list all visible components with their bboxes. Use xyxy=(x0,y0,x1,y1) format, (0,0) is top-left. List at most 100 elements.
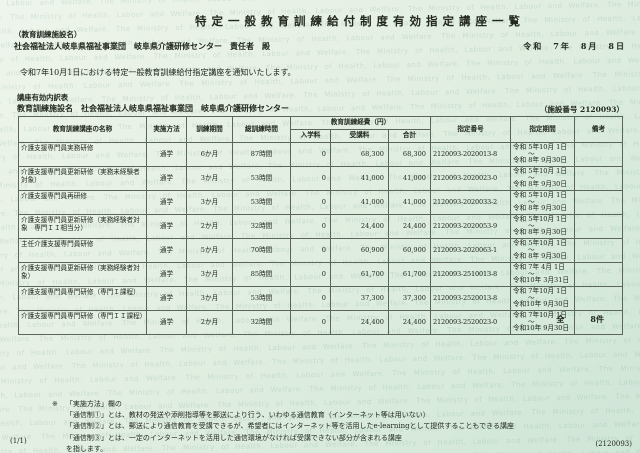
facility-number: （施設番号 2120093） xyxy=(539,105,624,114)
course-name-cell: 介護支援専門員専門研修（専門ＩＩ課程） xyxy=(18,310,147,335)
training-period-cell: 2か月 xyxy=(186,310,233,335)
table-row: 介護支援専門員再研修 通学 3か月 53時間 0 41,000 41,000 2… xyxy=(18,190,623,215)
footnote-line: 「通信制①」とは、教材の発送や添削指導等を郵送により行う、いわゆる通信教育（イン… xyxy=(65,411,430,420)
total-fee-cell: 24,400 xyxy=(388,214,431,239)
remarks-cell xyxy=(574,190,623,215)
course-table: 教育訓練講座の名称 実施方法 訓練期間 総訓練時間 教育訓練経費（円） 指定番号… xyxy=(18,116,623,335)
period-end: 令和 8年 9月30日 xyxy=(513,180,567,189)
entrance-fee-cell: 0 xyxy=(290,166,331,191)
course-name-cell: 介護支援専門員専門研修（専門Ｉ課程） xyxy=(18,286,147,311)
footnote-line: を指します。 xyxy=(65,444,108,453)
period-end: 令和 8年 9月30日 xyxy=(513,204,567,213)
header-remarks: 備考 xyxy=(574,116,623,143)
total-fee-cell: 24,400 xyxy=(388,310,431,335)
course-name-cell: 介護支援専門員更新研修（実務未経験者対象） xyxy=(18,166,147,191)
remarks-cell xyxy=(574,286,623,311)
period-tilde: ～ xyxy=(528,317,535,326)
period-end: 令和10年 3月31日 xyxy=(513,276,570,285)
course-table-body: 介護支援専門員実務研修 通学 6か月 87時間 0 68,300 68,300 … xyxy=(18,142,623,335)
table-row: 介護支援専門員専門研修（専門ＩＩ課程） 通学 2か月 32時間 0 24,400… xyxy=(18,310,623,335)
addressee-line: 社会福祉法人岐阜県福祉事業団 岐阜県介護研修センター 責任者 殿 xyxy=(14,41,270,51)
period-start: 令和 5年10月 1日 xyxy=(513,239,567,248)
table-row: 介護支援専門員更新研修（実務未経験者対象） 通学 3か月 53時間 0 41,0… xyxy=(18,166,623,191)
header-designation-no: 指定番号 xyxy=(430,116,511,143)
remarks-cell xyxy=(574,238,623,263)
training-hours-cell: 85時間 xyxy=(232,262,291,287)
total-fee-cell: 41,000 xyxy=(388,166,431,191)
course-name-cell: 主任介護支援専門員研修 xyxy=(18,238,147,263)
total-fee-cell: 61,700 xyxy=(388,262,431,287)
period-tilde: ～ xyxy=(528,173,535,182)
method-cell: 通学 xyxy=(146,238,187,263)
tuition-cell: 24,400 xyxy=(330,310,389,335)
period-end: 令和 8年 9月30日 xyxy=(513,228,567,237)
course-name-cell: 介護支援専門員実務研修 xyxy=(18,142,147,167)
method-cell: 通学 xyxy=(146,142,187,167)
training-period-cell: 6か月 xyxy=(186,142,233,167)
remarks-cell xyxy=(574,214,623,239)
remarks-cell xyxy=(574,262,623,287)
footnote-line: 「実施方法」欄の xyxy=(65,400,122,408)
period-tilde: ～ xyxy=(528,269,535,278)
course-name-cell: 介護支援専門員更新研修（実務経験者対象） xyxy=(18,262,147,287)
designation-period-cell: 令和 5年10月 1日 ～ 令和 8年 9月30日 xyxy=(510,142,575,167)
designation-number-cell: 2120093-2020013-8 xyxy=(430,142,511,167)
training-period-cell: 5か月 xyxy=(186,238,233,263)
training-period-cell: 3か月 xyxy=(186,190,233,215)
header-tuition: 受講料 xyxy=(330,129,389,143)
period-tilde: ～ xyxy=(528,197,535,206)
method-cell: 通学 xyxy=(146,190,187,215)
designation-period-cell: 令和 5年10月 1日 ～ 令和 8年 9月30日 xyxy=(510,238,575,263)
header-method: 実施方法 xyxy=(146,116,187,143)
notice-text: 令和7年10月1日における特定一般教育訓練給付指定講座を通知いたします。 xyxy=(20,68,296,77)
total-count-label: 全 xyxy=(556,314,565,324)
designation-number-cell: 2120093-2020063-1 xyxy=(430,238,511,263)
header-period: 訓練期間 xyxy=(186,116,233,143)
period-end: 令和10年 9月30日 xyxy=(513,324,570,333)
total-fee-cell: 37,300 xyxy=(388,286,431,311)
course-name-cell: 介護支援専門員再研修 xyxy=(18,190,147,215)
method-cell: 通学 xyxy=(146,166,187,191)
designation-period-cell: 令和 7年 4月 1日 ～ 令和10年 3月31日 xyxy=(510,262,575,287)
training-hours-cell: 87時間 xyxy=(232,142,291,167)
facility-line: 教育訓練施設名 社会福祉法人岐阜県福祉事業団 岐阜県介護研修センター xyxy=(17,103,289,113)
page-title: 特定一般教育訓練給付制度有効指定講座一覧 xyxy=(195,14,525,28)
training-hours-cell: 32時間 xyxy=(232,214,291,239)
period-start: 令和 5年10月 1日 xyxy=(513,191,567,200)
footer-facility-number: (2120093) xyxy=(595,440,632,448)
period-end: 令和 8年 9月30日 xyxy=(513,252,567,261)
tuition-cell: 61,700 xyxy=(330,262,389,287)
footnote-lines: 「実施方法」欄の 「通信制①」とは、教材の発送や添削指導等を郵送により行う、いわ… xyxy=(66,399,514,453)
total-fee-cell: 41,000 xyxy=(388,190,431,215)
total-count: 全 8件 xyxy=(556,314,604,325)
footnote-marker: ※ xyxy=(52,400,58,408)
method-cell: 通学 xyxy=(146,262,187,287)
training-period-cell: 3か月 xyxy=(186,262,233,287)
tuition-cell: 37,300 xyxy=(330,286,389,311)
method-cell: 通学 xyxy=(146,310,187,335)
entrance-fee-cell: 0 xyxy=(290,286,331,311)
training-period-cell: 3か月 xyxy=(186,166,233,191)
period-end: 令和10年 9月30日 xyxy=(513,300,570,309)
page-number: (1/1) xyxy=(10,437,27,445)
designation-number-cell: 2120093-2520013-8 xyxy=(430,286,511,311)
period-start: 令和 7年10月 1日 xyxy=(513,311,567,320)
header-hours: 総訓練時間 xyxy=(232,116,291,143)
designation-number-cell: 2120093-2020023-0 xyxy=(430,166,511,191)
tuition-cell: 60,900 xyxy=(330,238,389,263)
designation-period-cell: 令和 5年10月 1日 ～ 令和 8年 9月30日 xyxy=(510,166,575,191)
period-start: 令和 7年10月 1日 xyxy=(513,287,567,296)
training-hours-cell: 53時間 xyxy=(232,166,291,191)
document-date: 令和 7年 8月 8日 xyxy=(523,41,626,51)
entrance-fee-cell: 0 xyxy=(290,190,331,215)
remarks-cell xyxy=(574,166,623,191)
designation-period-cell: 令和 5年10月 1日 ～ 令和 8年 9月30日 xyxy=(510,190,575,215)
table-row: 主任介護支援専門員研修 通学 5か月 70時間 0 60,900 60,900 … xyxy=(18,238,623,263)
period-start: 令和 7年 4月 1日 xyxy=(513,263,565,272)
total-fee-cell: 68,300 xyxy=(388,142,431,167)
header-course-name: 教育訓練講座の名称 xyxy=(18,116,147,143)
method-cell: 通学 xyxy=(146,214,187,239)
remarks-cell xyxy=(574,142,623,167)
header-total: 合計 xyxy=(388,129,431,143)
